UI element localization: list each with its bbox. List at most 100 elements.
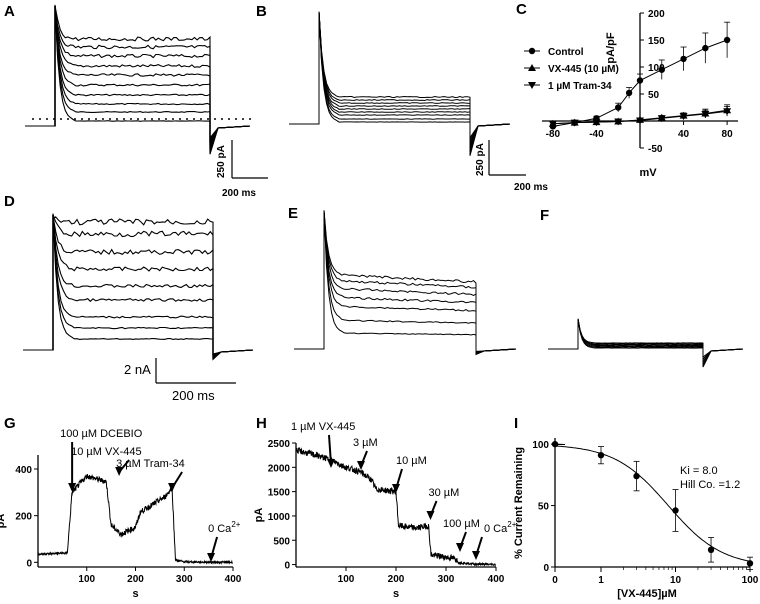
panel-c-point-tram34 — [614, 118, 623, 126]
panel-h-annotation-5: 0 Ca2+ — [484, 520, 517, 535]
panel-d-sweep — [23, 214, 254, 357]
panel-b-sweep — [289, 11, 511, 142]
panel-g-annotation-2: 3 µM Tram-34 — [116, 458, 185, 470]
panel-g-x-tick-label: 200 — [127, 574, 144, 585]
panel-h-arrowhead — [392, 484, 400, 493]
panel-b-sweep — [289, 12, 511, 152]
panel-c-line-control — [552, 39, 728, 127]
panel-a-scalebar-y: 250 pA — [216, 145, 227, 178]
panel-label-i: I — [514, 415, 518, 432]
panel-c-x-tick-label: 40 — [678, 129, 690, 140]
panel-c-point-tram34 — [592, 119, 601, 127]
panel-a-sweep — [25, 5, 251, 153]
panel-g-y-label: pA — [0, 514, 7, 529]
panel-h-annotation-4: 100 µM — [443, 518, 480, 530]
panel-g-arrowhead — [207, 553, 216, 562]
panel-d-traces — [23, 213, 254, 361]
panel-g-x-tick-label: 400 — [225, 574, 242, 585]
panel-e-sweep — [294, 211, 517, 355]
panel-c-point-control — [658, 66, 665, 73]
panel-c-legend-label-tram34: 1 µM Tram-34 — [548, 81, 612, 92]
panel-c-y-tick-label: 200 — [648, 9, 665, 20]
panel-d-scalebar-x: 200 ms — [172, 388, 215, 403]
panel-e-traces — [294, 210, 517, 356]
panel-f-sweep — [548, 318, 744, 363]
panel-e-sweep — [294, 210, 517, 356]
panel-b-sweep — [289, 12, 511, 150]
panel-h-x-tick-label: 400 — [488, 574, 505, 585]
panel-e-sweep — [294, 211, 517, 354]
panel-h-annotation-3: 30 µM — [429, 487, 460, 499]
panel-f-sweep — [548, 319, 744, 361]
panel-h-y-tick-label: 500 — [273, 536, 290, 547]
panel-h-x-tick-label: 300 — [438, 574, 455, 585]
superscript: 2+ — [507, 520, 516, 529]
panel-c-point-tram34 — [679, 113, 688, 121]
panel-c-x-tick-label: -40 — [589, 129, 604, 140]
panel-label-h: H — [256, 415, 267, 432]
panel-d-scalebar: 2 nA 200 ms — [124, 358, 236, 403]
panel-g-y-tick-label: 400 — [15, 465, 32, 476]
panel-d-sweep — [23, 215, 254, 361]
panel-c-point-control — [636, 77, 644, 84]
panel-c-point-control — [702, 44, 709, 52]
panel-d-sweep — [23, 214, 254, 359]
panel-h-arrowhead — [357, 461, 365, 470]
panel-c-x-tick-label: -80 — [546, 129, 561, 140]
panel-g-arrowhead — [68, 483, 77, 492]
panel-h-arrowhead — [327, 459, 335, 468]
panel-g-annotation-3: 0 Ca2+ — [208, 520, 241, 535]
panel-h-y-tick-label: 1000 — [268, 512, 291, 523]
panel-i-point — [746, 560, 754, 567]
panel-c-x-tick-label: 80 — [722, 129, 734, 140]
panel-g-arrowhead — [115, 467, 124, 476]
panel-h-arrowhead — [426, 511, 435, 520]
panel-c-point-control — [625, 89, 633, 97]
panel-b-sweep — [289, 11, 511, 156]
panel-b-scalebar: 250 pA 200 ms — [475, 140, 548, 193]
panel-i-dose-response: 0 1 10 100 0 50 100 [VX-445]µM % Current Remaini… — [513, 438, 759, 600]
panel-g-x-tick-label: 300 — [176, 574, 193, 585]
panel-c-point-tram34 — [570, 119, 579, 127]
panel-a-sweep — [25, 5, 251, 144]
panel-i-fit-curve — [554, 443, 751, 562]
panel-b-traces — [289, 11, 511, 156]
panel-h-x-label: s — [393, 588, 399, 600]
panel-b-sweep — [289, 11, 511, 140]
panel-i-y-tick-label: 0 — [543, 563, 549, 574]
panel-h-y-tick-label: 2000 — [268, 463, 291, 474]
panel-a-sweep — [25, 5, 251, 142]
panel-e-sweep — [294, 210, 517, 354]
panel-i-point — [597, 452, 605, 459]
panel-h-y-tick-label: 1500 — [268, 488, 291, 499]
panel-f-sweep — [548, 318, 744, 358]
panel-label-a: A — [4, 3, 15, 20]
panel-f-traces — [548, 318, 744, 368]
superscript: 2+ — [231, 520, 240, 529]
panel-h-annotation-2: 10 µM — [396, 455, 427, 467]
panel-b-sweep — [289, 11, 511, 143]
panel-g-arrowhead — [168, 483, 177, 492]
panel-i-ki-label: Ki = 8.0 — [680, 465, 718, 477]
panel-h-annotation-1: 3 µM — [353, 437, 378, 449]
panel-label-c: C — [516, 1, 527, 18]
panel-d-scalebar-y: 2 nA — [124, 362, 151, 377]
panel-c-legend-marker — [528, 82, 536, 89]
panel-a-sweep — [25, 5, 251, 140]
panel-c-point-tram34 — [723, 108, 732, 116]
panel-f-sweep — [548, 318, 744, 367]
panel-a-traces — [25, 4, 251, 155]
panel-i-y-tick-label: 50 — [538, 502, 550, 513]
panel-i-hill-label: Hill Co. =1.2 — [680, 479, 740, 491]
panel-e-sweep — [294, 210, 517, 352]
panel-a-sweep — [25, 4, 251, 149]
panel-c-legend-label-control: Control — [548, 47, 584, 58]
panel-b-scalebar-y: 250 pA — [475, 143, 486, 176]
panel-i-point — [551, 440, 559, 448]
panel-i-x-tick-label: 1 — [598, 575, 604, 586]
panel-a-sweep — [25, 5, 251, 148]
panel-a-sweep — [25, 5, 251, 155]
panel-c-point-control — [680, 55, 687, 63]
panel-c-y-tick-label: 100 — [648, 63, 665, 74]
